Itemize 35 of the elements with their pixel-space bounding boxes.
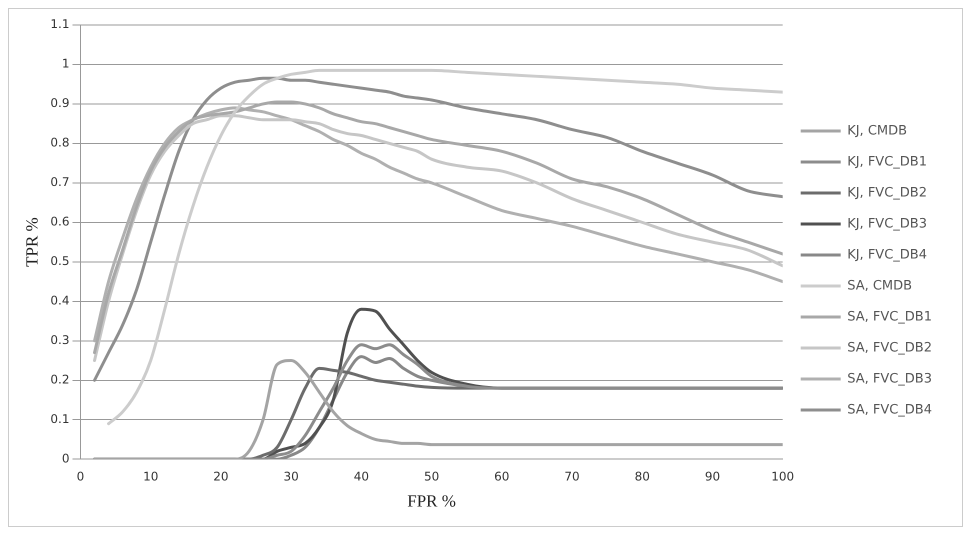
- y-tick-label: 1.1: [50, 17, 70, 32]
- y-tick-label: 0: [62, 451, 70, 466]
- legend-label: KJ, FVC_DB4: [847, 247, 927, 262]
- x-tick-label: 100: [771, 470, 794, 484]
- legend-label: KJ, FVC_DB3: [847, 216, 927, 232]
- y-tick-label: 0.7: [50, 175, 70, 190]
- y-tick-label: 0.1: [50, 412, 70, 426]
- y-axis-title: TPR %: [22, 217, 42, 267]
- legend-label: SA, FVC_DB1: [847, 309, 932, 324]
- x-tick-label: 20: [213, 470, 229, 484]
- legend-label: KJ, FVC_DB2: [847, 185, 927, 200]
- y-tick-label: 0.3: [50, 332, 70, 347]
- x-tick-label: 50: [424, 470, 440, 484]
- y-tick-label: 0.4: [50, 293, 70, 308]
- x-tick-label: 40: [354, 470, 370, 484]
- y-tick-label: 0.8: [50, 136, 70, 150]
- x-tick-label: 90: [704, 470, 720, 484]
- y-tick-label: 0.2: [50, 372, 70, 386]
- x-tick-label: 10: [143, 470, 158, 484]
- legend-label: KJ, CMDB: [847, 123, 908, 138]
- legend-label: SA, FVC_DB3: [847, 371, 932, 386]
- x-tick-label: 0: [76, 470, 84, 484]
- legend-label: KJ, FVC_DB1: [847, 154, 927, 170]
- y-tick-label: 1: [62, 56, 70, 71]
- x-tick-label: 60: [494, 470, 510, 484]
- y-tick-label: 0.6: [50, 214, 70, 228]
- x-tick-label: 80: [634, 470, 650, 484]
- y-tick-label: 0.5: [50, 254, 70, 268]
- legend-label: SA, FVC_DB2: [847, 340, 932, 356]
- x-tick-label: 30: [284, 470, 299, 484]
- x-tick-label: 70: [564, 470, 580, 484]
- y-tick-label: 0.9: [50, 96, 70, 110]
- x-axis-title: FPR %: [407, 491, 456, 510]
- legend-label: SA, CMDB: [847, 278, 912, 294]
- legend-label: SA, FVC_DB4: [847, 402, 932, 418]
